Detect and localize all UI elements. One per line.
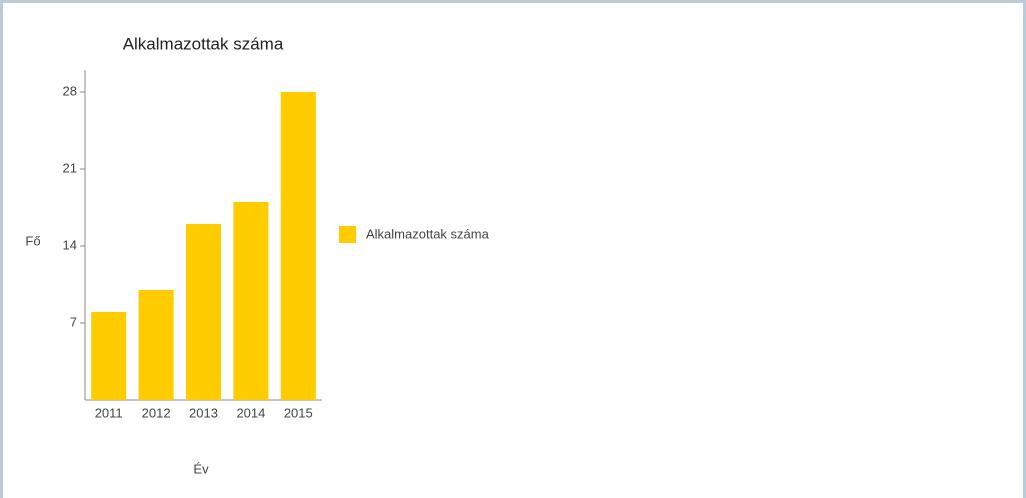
legend-label: Alkalmazottak száma	[366, 226, 490, 241]
x-tick-label: 2015	[284, 405, 313, 420]
y-tick-label: 7	[70, 314, 77, 329]
y-axis-label: Fő	[25, 233, 40, 248]
bar	[280, 92, 316, 400]
x-tick-label: 2012	[142, 405, 171, 420]
bar	[91, 312, 127, 400]
bar	[138, 290, 174, 400]
x-tick-label: 2011	[95, 405, 123, 420]
y-tick-label: 28	[63, 83, 77, 98]
x-tick-label: 2013	[189, 405, 218, 420]
legend-swatch	[339, 226, 356, 243]
y-tick-label: 21	[63, 160, 77, 175]
y-tick-label: 14	[63, 237, 77, 252]
chart-title: Alkalmazottak száma	[123, 34, 284, 53]
x-tick-label: 2014	[236, 405, 265, 420]
bar	[233, 202, 269, 400]
x-axis-label: Év	[193, 461, 209, 476]
bar	[186, 224, 221, 400]
